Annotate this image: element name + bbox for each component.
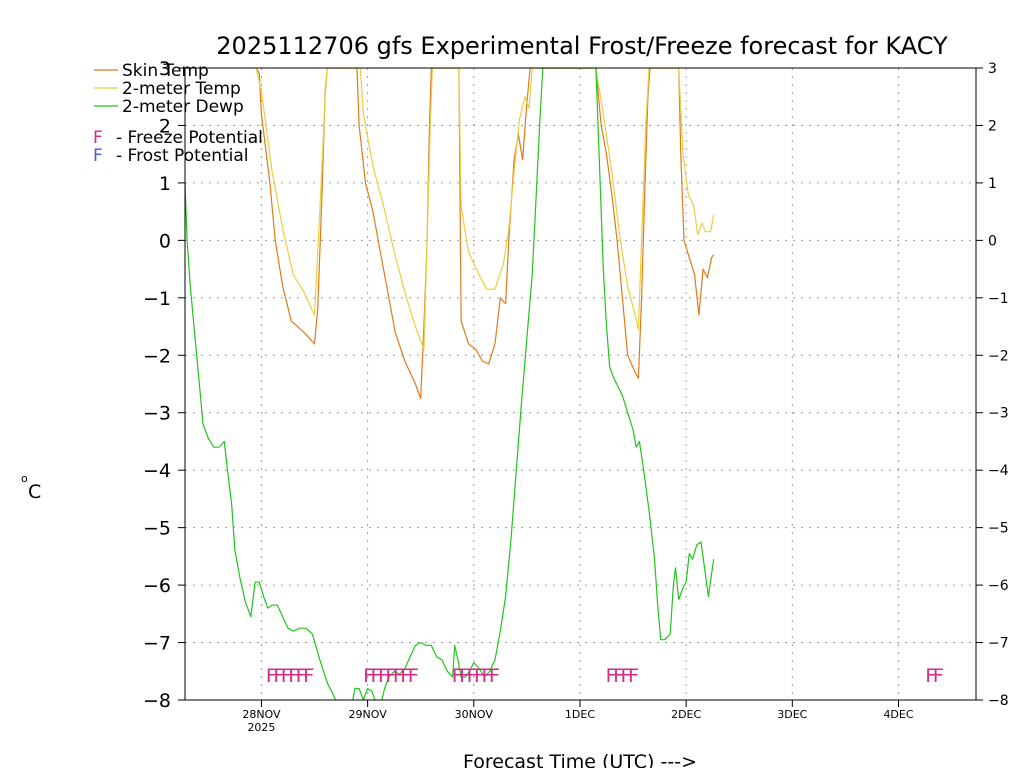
- grid-lines: [185, 67, 976, 701]
- y-tick-label-left: −7: [143, 633, 171, 655]
- legend-note-text: - Freeze Potential: [116, 128, 263, 148]
- x-tick-sublabel: 2025: [247, 721, 275, 734]
- y-tick-label-right: −8: [988, 693, 1009, 709]
- x-tick-label: 2DEC: [671, 708, 701, 721]
- legend-note-symbol: F: [93, 128, 103, 148]
- y-tick-label-right: −5: [988, 521, 1009, 537]
- x-tick-label: 3DEC: [777, 708, 807, 721]
- plot-frame: [184, 67, 977, 701]
- x-tick-label: 30NOV: [455, 708, 494, 721]
- y-tick-label-left: −3: [143, 403, 171, 425]
- x-tick-label: 1DEC: [565, 708, 595, 721]
- legend-label: Skin Temp: [122, 61, 209, 81]
- y-axis-label-unit: C: [28, 481, 41, 503]
- x-tick-label: 29NOV: [349, 708, 388, 721]
- y-tick-label-right: 0: [988, 233, 997, 249]
- freeze-marker: FFFFFF: [266, 665, 314, 687]
- freeze-marker: FF: [925, 665, 943, 687]
- y-axis-label: o C: [21, 472, 41, 503]
- y-tick-label-right: −6: [988, 578, 1009, 594]
- y-tick-label-left: −5: [143, 518, 171, 540]
- y-tick-label-left: 1: [159, 173, 171, 195]
- y-tick-label-right: −4: [988, 463, 1009, 479]
- x-axis-label: Forecast Time (UTC) --->: [463, 751, 697, 768]
- y-tick-label-right: −2: [988, 348, 1009, 364]
- legend-label: 2-meter Temp: [122, 79, 241, 99]
- y-axis-label-degree: o: [21, 472, 28, 485]
- x-tick-label: 28NOV: [242, 708, 281, 721]
- y-tick-label-left: −2: [143, 345, 171, 367]
- x-tick-label: 4DEC: [883, 708, 913, 721]
- freeze-marker: FFFF: [605, 665, 638, 687]
- y-tick-label-left: 0: [159, 230, 171, 252]
- y-tick-label-right: −7: [988, 636, 1009, 652]
- freeze-marker: FFFFFFF: [363, 665, 419, 687]
- series-line-2-meter-dewp: [185, 68, 715, 700]
- y-tick-label-right: −3: [988, 406, 1009, 422]
- y-tick-label-right: 3: [988, 61, 997, 77]
- y-tick-label-left: −1: [143, 288, 171, 310]
- y-tick-label-right: −1: [988, 291, 1009, 307]
- y-tick-label-right: 1: [988, 176, 997, 192]
- freeze-markers: FFFFFF FFFFFFF FFFFFF FFFF FF: [266, 665, 948, 687]
- y-tick-label-left: −4: [143, 460, 171, 482]
- legend-note-symbol: F: [93, 146, 103, 166]
- y-axis-right: −8 −7 −6 −5 −4 −3 −2 −1 0 1 2 3: [976, 61, 1009, 709]
- freeze-marker: FFFFFF: [451, 665, 499, 687]
- y-tick-label-left: −6: [143, 575, 171, 597]
- y-tick-label-right: 2: [988, 118, 997, 134]
- legend-note-text: - Frost Potential: [116, 146, 249, 166]
- legend-label: 2-meter Dewp: [122, 97, 244, 117]
- y-tick-label-left: 2: [159, 115, 171, 137]
- series-lines: [185, 68, 715, 700]
- y-axis-left: −8 −7 −6 −5 −4 −3 −2 −1 0 1 2 3: [143, 58, 185, 712]
- y-tick-label-left: 3: [159, 58, 171, 80]
- series-line-2-meter-temp: [255, 68, 715, 351]
- chart-title: 2025112706 gfs Experimental Frost/Freeze…: [216, 32, 948, 60]
- y-tick-label-left: −8: [143, 690, 171, 712]
